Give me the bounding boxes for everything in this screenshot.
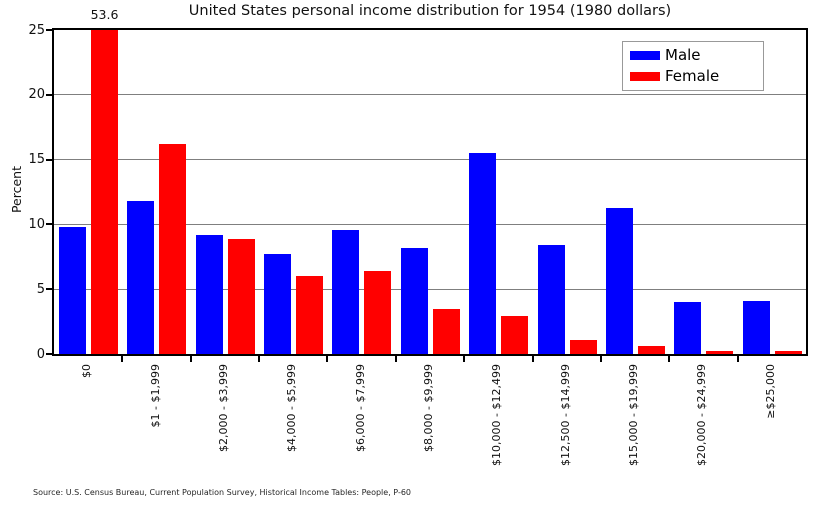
gridline (54, 288, 806, 290)
bar-female (296, 276, 324, 354)
bar-male (605, 207, 633, 354)
bar-female (637, 346, 665, 354)
bar-male (195, 234, 223, 354)
x-tick-label: $10,000 - $12,499 (490, 364, 504, 466)
x-tick-label: ≥$25,000 (763, 364, 777, 419)
x-tick-label: $15,000 - $19,999 (627, 364, 641, 466)
x-tick-label: $8,000 - $9,999 (422, 364, 435, 452)
x-tick (668, 356, 671, 362)
legend-item-male: Male (630, 45, 763, 66)
bar-male (674, 302, 702, 354)
y-tick-label: 25 (28, 22, 45, 38)
gridline (54, 223, 806, 225)
gridline (54, 94, 806, 96)
chart-title: United States personal income distributi… (188, 3, 672, 19)
y-tick (46, 158, 52, 161)
bar-female (706, 351, 734, 354)
bar-female (432, 308, 460, 354)
legend-swatch-female (630, 72, 660, 81)
bar-female (227, 238, 255, 354)
x-tick (736, 356, 739, 362)
bar-male (332, 229, 360, 354)
clipped-bar-value-label: 53.6 (90, 7, 119, 22)
bar-female (501, 316, 529, 354)
x-tick (531, 356, 534, 362)
x-tick-label: $12,500 - $14,999 (558, 364, 572, 466)
x-tick-label: $0 (80, 364, 94, 378)
x-tick (599, 356, 602, 362)
x-tick (121, 356, 124, 362)
bar-female (364, 271, 392, 354)
legend-label-male: Male (665, 46, 701, 64)
y-tick (46, 29, 52, 31)
legend: Male Female (622, 41, 764, 91)
y-tick-label: 20 (28, 87, 45, 103)
legend-item-female: Female (630, 66, 763, 87)
y-tick (46, 353, 52, 355)
gridline (54, 159, 806, 161)
y-tick-label: 0 (36, 346, 45, 362)
bar-male (264, 254, 292, 354)
y-tick (46, 93, 52, 96)
source-note: Source: U.S. Census Bureau, Current Popu… (33, 488, 412, 497)
x-tick-label: $2,000 - $3,999 (216, 364, 230, 452)
x-tick (463, 356, 466, 362)
x-tick-label: $6,000 - $7,999 (353, 364, 367, 452)
bar-male (469, 153, 497, 354)
y-tick (46, 288, 52, 291)
y-tick-label: 15 (28, 152, 45, 168)
x-tick (326, 356, 329, 362)
bar-female (774, 351, 802, 354)
y-tick-label: 5 (36, 281, 45, 297)
x-tick (258, 356, 261, 362)
bar-male (400, 247, 428, 354)
bar-male (742, 300, 770, 354)
legend-label-female: Female (665, 67, 720, 85)
bar-female (569, 339, 597, 354)
bar-male (59, 227, 86, 354)
x-tick (394, 356, 397, 362)
y-tick (46, 223, 52, 226)
x-tick-label: $1 - $1,999 (148, 364, 162, 428)
bar-female (159, 144, 187, 354)
bar-female (91, 30, 118, 354)
y-tick-label: 10 (28, 216, 45, 232)
bar-male (537, 245, 565, 354)
x-tick-label: $4,000 - $5,999 (285, 364, 299, 452)
legend-swatch-male (630, 51, 660, 60)
y-axis-label: Percent (9, 166, 24, 214)
x-tick-label: $20,000 - $24,999 (695, 364, 709, 466)
bar-male (127, 201, 155, 354)
x-tick (189, 356, 192, 362)
